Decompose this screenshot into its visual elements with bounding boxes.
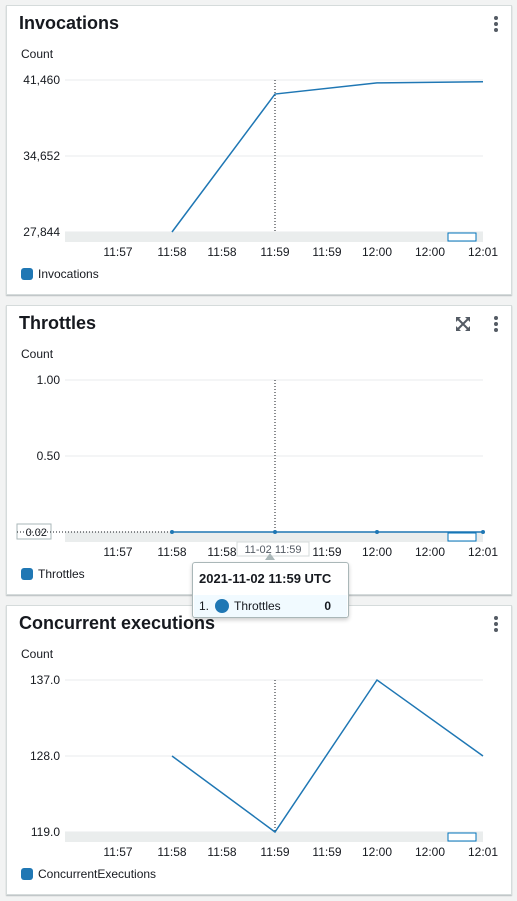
legend-swatch: [21, 568, 33, 580]
legend-label: Throttles: [38, 567, 85, 581]
x-tick-label: 12:00: [415, 845, 445, 859]
y-axis-label: Count: [21, 347, 54, 361]
invocations-panel: Invocations Count 41,460 34,652 27,844 11:5…: [6, 5, 512, 295]
legend-swatch: [21, 868, 33, 880]
concurrent-executions-panel: Concurrent executions Count 137.0 128.0 11…: [6, 605, 512, 895]
data-point: [481, 530, 485, 534]
y-tick-label: 128.0: [30, 749, 60, 763]
time-scrollbar: [65, 832, 483, 842]
x-tick-label: 12:00: [362, 245, 392, 259]
x-tick-label: 11:59: [312, 845, 341, 859]
expand-icon[interactable]: [455, 316, 471, 332]
x-tick-label: 11:58: [157, 845, 186, 859]
data-tooltip: 2021-11-02 11:59 UTC 1. Throttles 0: [192, 562, 349, 618]
throttles-panel: Throttles Count 1.00 0.50 0.02 11:57 11:58 11…: [6, 305, 512, 595]
x-tick-label: 11:59: [260, 845, 289, 859]
x-tick-label: 12:00: [362, 845, 392, 859]
tooltip-value: 0: [324, 599, 331, 613]
x-tick-label: 12:00: [362, 545, 392, 559]
series-line: [171, 678, 484, 834]
y-axis-label: Count: [21, 47, 54, 61]
y-tick-label: 137.0: [30, 673, 60, 687]
x-tick-label: 11:58: [207, 845, 236, 859]
time-scroll-handle: [447, 832, 477, 842]
x-tick-label: 11:58: [157, 245, 186, 259]
y-tick-label: 0.50: [37, 449, 61, 463]
x-tick-label: 11:59: [312, 245, 341, 259]
legend-item[interactable]: Throttles: [21, 567, 85, 581]
x-hover-marker: 11-02 11:59: [244, 544, 301, 556]
data-point: [170, 530, 174, 534]
more-options-icon[interactable]: [493, 316, 499, 332]
invocations-chart[interactable]: 41,460 34,652 27,844 11:57 11:58 11:58 11:59 11…: [7, 6, 513, 296]
y-tick-label: 27,844: [23, 225, 60, 239]
x-tick-label: 11:58: [207, 245, 236, 259]
x-tick-label: 12:00: [415, 245, 445, 259]
throttles-chart[interactable]: 1.000.500.0211:5711:5811:5811:5911:5912:…: [7, 306, 513, 596]
y-tick-label: 119.0: [31, 825, 60, 839]
data-point: [273, 530, 277, 534]
x-tick-label: 11:57: [103, 545, 132, 559]
tooltip-series-name: Throttles: [234, 599, 281, 613]
x-tick-label: 11:58: [207, 545, 236, 559]
tooltip-caret: [265, 553, 275, 560]
panel-title: Invocations: [19, 13, 120, 33]
legend-label: ConcurrentExecutions: [38, 867, 157, 881]
x-tick-label: 11:59: [312, 545, 341, 559]
x-tick-label: 11:57: [103, 245, 132, 259]
panel-title: Concurrent executions: [19, 613, 216, 633]
x-tick-label: 12:01: [468, 245, 498, 259]
legend-item[interactable]: ConcurrentExecutions: [21, 867, 156, 881]
x-tick-label: 12:00: [415, 545, 445, 559]
concurrent-executions-chart[interactable]: 137.0 128.0 119.0 11:57 11:58 11:58 11:59 11:59…: [7, 606, 513, 896]
time-scrollbar: [65, 532, 483, 542]
data-point: [375, 530, 379, 534]
x-tick-label: 12:01: [468, 545, 498, 559]
x-tick-label: 11:59: [260, 245, 289, 259]
y-axis-label: Count: [21, 647, 54, 661]
tooltip-row-index: 1.: [199, 599, 210, 613]
time-scrollbar: [65, 232, 483, 242]
y-tick-label: 1.00: [37, 373, 61, 387]
y-tick-label: 0.02: [26, 527, 47, 539]
legend-swatch: [21, 268, 33, 280]
legend-item[interactable]: Invocations: [21, 267, 99, 281]
y-tick-label: 34,652: [23, 149, 60, 163]
panel-title: Throttles: [19, 313, 97, 333]
tooltip-title: 2021-11-02 11:59 UTC: [199, 571, 332, 586]
more-options-icon[interactable]: [493, 616, 499, 632]
time-scroll-handle: [447, 532, 477, 542]
more-options-icon[interactable]: [493, 16, 499, 32]
time-scroll-handle: [447, 232, 477, 242]
tooltip-row[interactable]: 1. Throttles 0: [194, 595, 347, 617]
x-tick-label: 11:58: [157, 545, 186, 559]
legend-label: Invocations: [38, 267, 99, 281]
x-tick-label: 12:01: [468, 845, 498, 859]
series-line: [171, 81, 484, 233]
y-tick-label: 41,460: [23, 73, 60, 87]
x-tick-label: 11:57: [103, 845, 132, 859]
series-dot-icon: [215, 599, 229, 613]
